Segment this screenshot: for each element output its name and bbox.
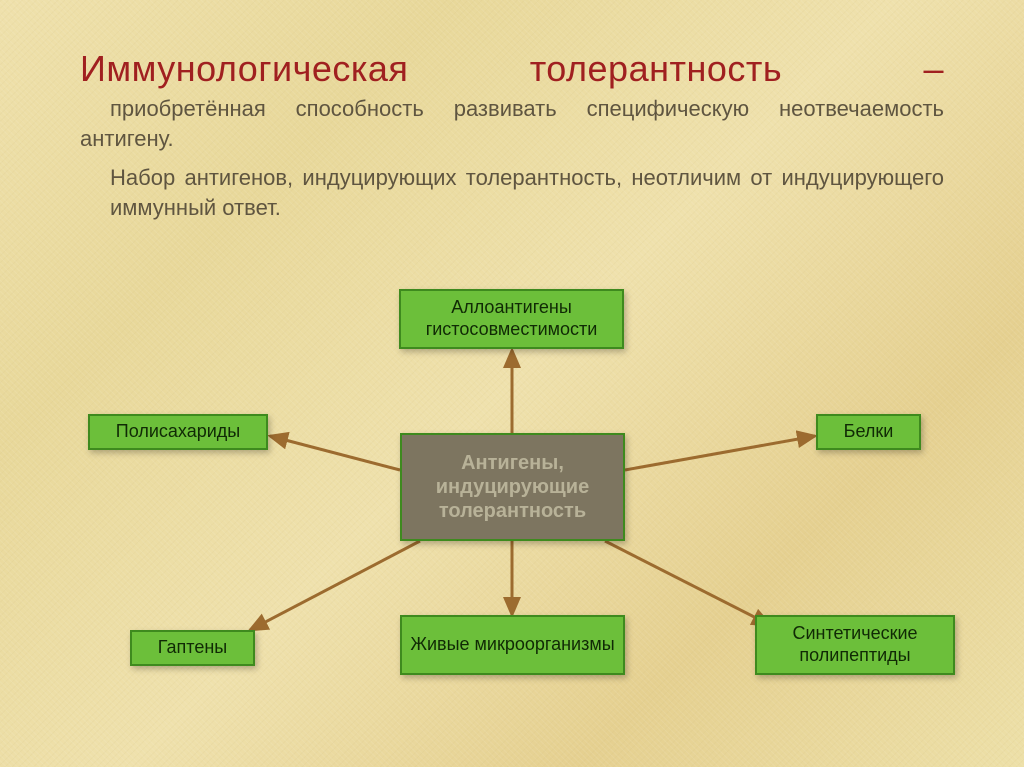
slide-title: Иммунологическая толерантность –: [80, 48, 944, 90]
title-dash: –: [923, 48, 944, 89]
diagram-edge: [270, 436, 400, 470]
diagram-edge: [625, 436, 815, 470]
diagram-edge: [605, 541, 770, 625]
diagram-edge: [250, 541, 420, 630]
paragraph-2: Набор антигенов, индуцирующих толерантно…: [80, 163, 944, 222]
title-heading: Иммунологическая толерантность: [80, 48, 782, 89]
paragraph-1: приобретённая способность развивать спец…: [80, 94, 944, 153]
